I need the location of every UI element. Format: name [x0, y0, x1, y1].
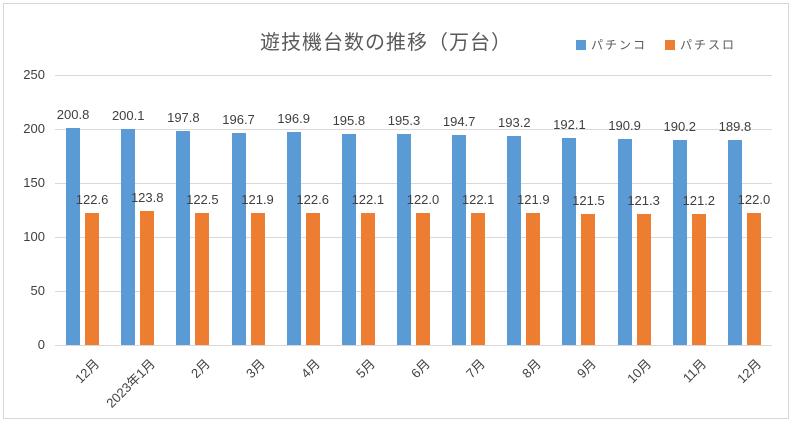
legend: パチンコ パチスロ	[576, 36, 736, 53]
value-label-pachinko-8月: 193.2	[498, 115, 531, 131]
value-label-pachinko-9月: 192.1	[553, 116, 586, 132]
value-label-pachinko-3月: 196.7	[222, 111, 255, 127]
bar-pachislo-3月[interactable]	[250, 213, 265, 345]
bar-pachislo-2月[interactable]	[195, 212, 210, 345]
bar-pachislo-5月[interactable]	[360, 213, 375, 345]
bar-pachinko-10月[interactable]	[617, 138, 632, 345]
value-label-pachinko-2023年1月: 200.1	[111, 107, 145, 123]
gridline-100	[55, 237, 772, 238]
value-label-pachinko-11月: 190.2	[663, 118, 697, 134]
bar-pachinko-3月[interactable]	[231, 132, 246, 345]
value-label-pachislo-8月: 121.9	[517, 192, 550, 208]
bar-pachislo-12月[interactable]	[746, 213, 761, 345]
value-label-pachislo-12月: 122.6	[75, 191, 109, 207]
y-axis-tick-150: 150	[23, 175, 45, 190]
value-label-pachinko-4月: 196.9	[277, 111, 310, 127]
bar-pachinko-5月[interactable]	[341, 133, 356, 345]
value-label-pachislo-11月: 121.2	[682, 193, 716, 209]
legend-item-pachislo[interactable]: パチスロ	[665, 36, 736, 53]
value-label-pachislo-12月: 122.0	[737, 192, 771, 208]
legend-item-pachinko[interactable]: パチンコ	[576, 36, 647, 53]
bar-pachislo-2023年1月[interactable]	[140, 211, 155, 345]
value-label-pachislo-5月: 122.1	[351, 192, 385, 208]
value-label-pachinko-7月: 194.7	[442, 113, 476, 129]
value-label-pachinko-12月: 200.8	[56, 107, 90, 123]
chart-title: 遊技機台数の推移（万台）	[260, 32, 512, 54]
bar-pachinko-9月[interactable]	[562, 137, 577, 345]
value-label-pachinko-5月: 195.8	[332, 112, 366, 128]
bar-pachislo-10月[interactable]	[636, 213, 651, 345]
value-label-pachislo-3月: 121.9	[241, 192, 274, 208]
value-label-pachinko-12月: 189.8	[718, 119, 752, 135]
bar-pachinko-8月[interactable]	[507, 136, 522, 345]
legend-label-pachislo: パチスロ	[680, 38, 737, 52]
bar-pachinko-2023年1月[interactable]	[121, 128, 136, 345]
gridline-200	[55, 129, 772, 130]
bar-pachislo-11月[interactable]	[691, 214, 706, 345]
bar-pachislo-4月[interactable]	[305, 212, 320, 345]
value-label-pachislo-2023年1月: 123.8	[130, 190, 164, 206]
value-label-pachislo-7月: 122.1	[461, 192, 495, 208]
bar-pachislo-9月[interactable]	[581, 213, 596, 345]
value-label-pachislo-2月: 122.5	[186, 191, 219, 207]
bar-pachinko-2月[interactable]	[176, 131, 191, 345]
bar-pachinko-6月[interactable]	[397, 134, 411, 345]
value-label-pachislo-10月: 121.3	[627, 192, 660, 208]
gridline-0	[55, 345, 772, 346]
bar-pachislo-12月[interactable]	[85, 212, 100, 345]
y-axis-tick-100: 100	[23, 229, 45, 244]
value-label-pachinko-10月: 190.9	[608, 117, 641, 133]
legend-label-pachinko: パチンコ	[591, 38, 648, 52]
bar-pachinko-4月[interactable]	[286, 132, 301, 345]
y-axis-tick-50: 50	[30, 283, 45, 298]
value-label-pachislo-6月: 122.0	[406, 192, 440, 208]
y-axis-tick-200: 200	[23, 121, 45, 136]
bar-pachislo-6月[interactable]	[416, 213, 430, 345]
gridline-150	[55, 183, 772, 184]
gridline-50	[55, 291, 772, 292]
bar-pachinko-7月[interactable]	[452, 134, 467, 345]
legend-swatch-pachislo-icon	[665, 39, 676, 50]
y-axis-tick-0: 0	[37, 337, 45, 352]
bar-pachislo-7月[interactable]	[471, 213, 486, 345]
bar-pachislo-8月[interactable]	[526, 213, 541, 345]
value-label-pachislo-4月: 122.6	[296, 191, 329, 207]
value-label-pachinko-2月: 197.8	[167, 110, 200, 126]
value-label-pachinko-6月: 195.3	[387, 113, 421, 129]
legend-swatch-pachinko-icon	[576, 39, 586, 50]
y-axis-tick-250: 250	[23, 67, 45, 82]
bar-pachinko-12月[interactable]	[727, 140, 742, 345]
value-label-pachislo-9月: 121.5	[572, 192, 605, 208]
bar-pachinko-11月[interactable]	[672, 139, 687, 345]
bar-pachinko-12月[interactable]	[66, 128, 81, 345]
gridline-250	[55, 75, 772, 76]
